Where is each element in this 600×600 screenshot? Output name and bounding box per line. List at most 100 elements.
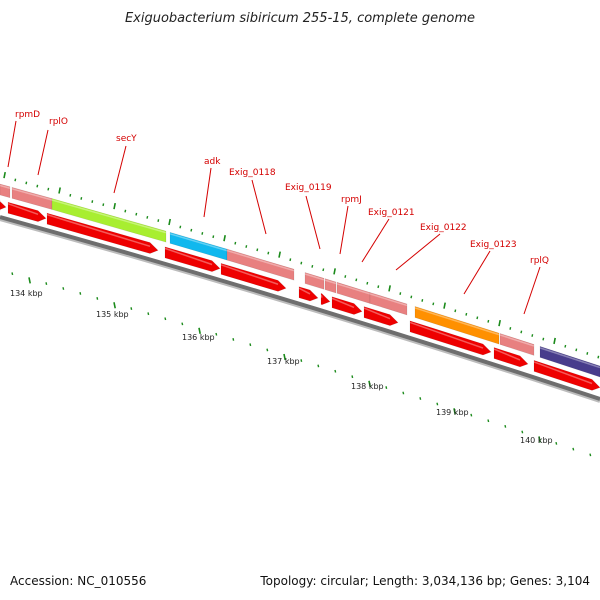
outer-tick <box>344 275 347 278</box>
gene-block-1 <box>11 186 53 210</box>
outer-tick <box>47 187 50 191</box>
outer-tick <box>443 302 446 309</box>
outer-tick <box>289 258 292 262</box>
cds-arrow-5 <box>298 286 319 302</box>
inner-tick <box>79 292 82 295</box>
inner-tick <box>45 282 48 285</box>
leader-line-3 <box>203 167 212 218</box>
label-exig-0121[interactable]: Exig_0121 <box>368 208 415 218</box>
label-rplO[interactable]: rplO <box>49 117 68 127</box>
scale-labels: 134 kbp 135 kbp 136 kbp 137 kbp 138 kbp … <box>10 289 553 445</box>
label-rpmJ[interactable]: rpmJ <box>341 195 362 205</box>
label-secY[interactable]: secY <box>116 134 137 144</box>
cds-arrow-8 <box>363 306 399 326</box>
outer-tick <box>179 225 182 229</box>
outer-tick <box>25 181 28 185</box>
genome-summary-text: Topology: circular; Length: 3,034,136 bp… <box>259 574 590 588</box>
outer-tick <box>388 285 391 292</box>
outer-tick <box>157 219 160 222</box>
leader-line-8 <box>395 233 441 271</box>
inner-tick <box>368 380 371 387</box>
outer-tick <box>91 200 94 203</box>
inner-tick-row <box>11 272 592 457</box>
gene-labels: rpmD rplO secY adk Exig_0118 Exig_0119 r… <box>15 110 549 266</box>
label-exig-0123[interactable]: Exig_0123 <box>470 240 517 250</box>
scale-label-135: 135 kbp <box>96 310 129 319</box>
outer-tick <box>399 292 402 295</box>
label-exig-0122[interactable]: Exig_0122 <box>420 223 467 233</box>
label-exig-0119[interactable]: Exig_0119 <box>285 183 332 193</box>
outer-tick <box>212 235 215 239</box>
gene-block-0 <box>0 183 11 199</box>
outer-tick <box>135 212 138 216</box>
inner-tick <box>113 302 116 309</box>
outer-tick <box>597 355 600 359</box>
outer-tick <box>311 264 314 268</box>
gene-block-0-shine <box>0 184 11 189</box>
inner-tick <box>504 424 507 428</box>
outer-tick <box>201 232 204 235</box>
label-adk[interactable]: adk <box>204 157 221 167</box>
gene-block-8-shine <box>369 293 408 307</box>
inner-tick <box>232 338 235 341</box>
inner-tick <box>283 353 286 361</box>
gene-block-9 <box>414 306 500 345</box>
cds-arrow-3-shine <box>164 247 213 266</box>
outer-tick <box>102 203 105 207</box>
inner-tick <box>130 307 133 310</box>
label-rpmD[interactable]: rpmD <box>15 110 40 120</box>
outer-tick <box>300 261 303 265</box>
inner-tick <box>147 312 150 316</box>
gene-block-8 <box>369 292 408 316</box>
gene-block-5-shine <box>304 273 325 281</box>
outer-tick <box>575 348 578 352</box>
outer-tick <box>36 184 39 188</box>
cds-arrow-5-shine <box>298 287 311 295</box>
outer-tick <box>454 309 457 313</box>
inner-tick <box>385 386 388 389</box>
cds-arrow-9 <box>409 320 492 356</box>
cds-track <box>0 199 600 391</box>
outer-tick <box>333 268 336 275</box>
inner-tick <box>351 375 354 379</box>
cds-arrow-11-shine <box>533 361 593 385</box>
label-exig-0118[interactable]: Exig_0118 <box>229 168 276 178</box>
inner-tick <box>164 317 167 321</box>
outer-tick <box>377 285 380 289</box>
label-leader-lines <box>7 120 541 315</box>
cds-arrow-2-shine <box>46 213 151 248</box>
gene-block-9-shine <box>414 307 500 336</box>
cds-arrow-10 <box>493 347 529 368</box>
outer-tick <box>487 319 490 323</box>
gene-block-7-shine <box>336 283 371 295</box>
inner-tick <box>266 348 269 352</box>
outer-tick <box>355 278 358 282</box>
inner-tick <box>96 297 99 300</box>
cds-arrow-9-shine <box>409 321 484 349</box>
inner-tick <box>555 441 558 445</box>
outer-tick <box>432 302 435 306</box>
inner-tick <box>215 332 218 336</box>
gene-block-4-shine <box>226 249 295 272</box>
inner-tick <box>521 430 524 434</box>
outer-tick <box>476 316 479 320</box>
cds-arrow-4 <box>220 262 287 292</box>
gene-block-3 <box>169 231 228 261</box>
leader-line-2 <box>113 145 127 194</box>
outer-tick <box>322 268 325 272</box>
inner-tick <box>300 359 303 362</box>
cds-arrow-8-shine <box>363 307 391 320</box>
outer-tick <box>245 245 248 248</box>
outer-tick <box>3 171 6 179</box>
leader-line-9 <box>463 250 491 295</box>
gene-block-4 <box>226 248 295 281</box>
label-rplQ[interactable]: rplQ <box>530 256 549 266</box>
outer-tick <box>223 235 226 242</box>
cds-arrow-7-shine <box>331 297 355 309</box>
outer-tick <box>586 352 589 355</box>
inner-tick <box>62 287 65 290</box>
leader-line-10 <box>523 266 541 315</box>
inner-tick <box>487 419 490 423</box>
cds-arrow-2 <box>46 212 159 254</box>
